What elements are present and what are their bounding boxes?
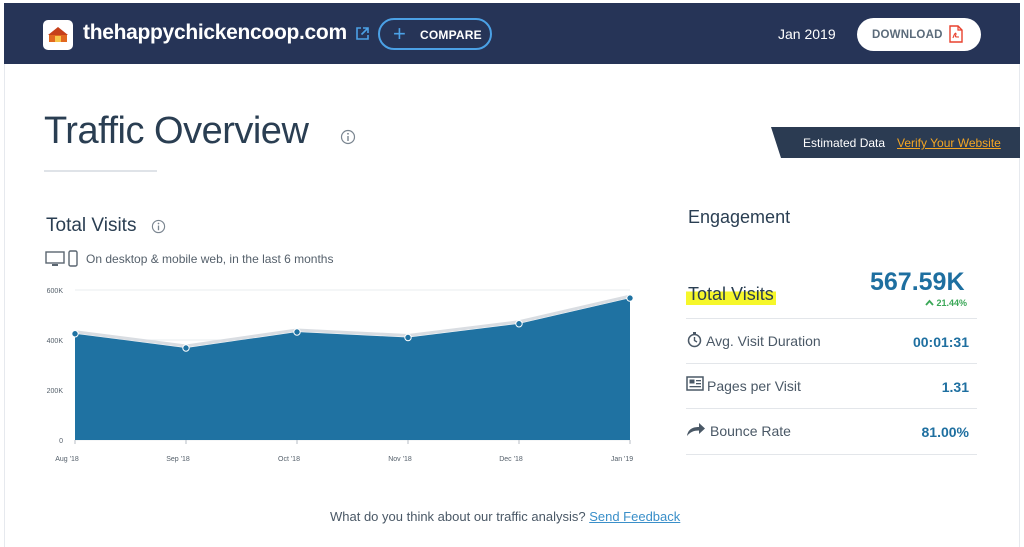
- estimated-data-label: Estimated Data: [803, 136, 886, 150]
- chart-subtitle: On desktop & mobile web, in the last 6 m…: [86, 252, 334, 266]
- info-icon[interactable]: [151, 219, 166, 239]
- top-header-bar: thehappychickencoop.com + COMPARE Jan 20…: [4, 3, 1020, 64]
- avg-visit-duration-label: Avg. Visit Duration: [706, 333, 821, 349]
- total-visits-change: 21.44%: [925, 298, 967, 308]
- pages-icon: [686, 376, 704, 397]
- compare-button[interactable]: + COMPARE: [378, 18, 492, 50]
- compare-label: COMPARE: [420, 28, 482, 42]
- site-favicon-icon: [43, 20, 73, 50]
- avg-visit-duration-value: 00:01:31: [912, 334, 969, 350]
- y-tick-label: 600K: [47, 288, 64, 295]
- feedback-prompt: What do you think about our traffic anal…: [330, 509, 680, 524]
- download-label: DOWNLOAD: [872, 29, 943, 41]
- series-line: [74, 294, 631, 348]
- data-point: [182, 344, 190, 352]
- change-percent: 21.44%: [936, 298, 968, 308]
- x-tick-label: Nov '18: [388, 456, 412, 463]
- date-selector[interactable]: Jan 2019: [778, 26, 836, 42]
- bounce-rate-value: 81.00%: [921, 424, 969, 440]
- send-feedback-link[interactable]: Send Feedback: [589, 509, 681, 524]
- feedback-question: What do you think about our traffic anal…: [330, 509, 586, 524]
- y-tick-label: 400K: [47, 338, 64, 345]
- y-tick-label: 200K: [47, 388, 64, 395]
- x-tick-label: Aug '18: [55, 456, 79, 463]
- bounce-rate-label: Bounce Rate: [710, 423, 791, 439]
- divider: [686, 318, 977, 319]
- desktop-mobile-icon: [45, 250, 81, 273]
- site-name: thehappychickencoop.com: [83, 21, 347, 44]
- panel-border-left: [4, 64, 5, 547]
- data-point: [404, 333, 412, 342]
- pdf-icon: [949, 25, 963, 48]
- plus-icon: +: [393, 21, 406, 46]
- data-point: [293, 328, 301, 336]
- total-visits-value: 567.59K: [870, 268, 965, 296]
- download-button[interactable]: DOWNLOAD: [857, 18, 981, 51]
- y-tick-label: 0: [59, 438, 63, 445]
- total-visits-chart: 0 200K 400K 600K Aug '18 Sep '18 Oct '18 Nov '1…: [47, 288, 634, 463]
- panel-border-right: [1019, 64, 1020, 547]
- pages-per-visit-label: Pages per Visit: [707, 378, 801, 394]
- data-point: [626, 294, 634, 302]
- total-visits-heading: Total Visits: [46, 215, 137, 236]
- verify-website-link[interactable]: Verify Your Website: [897, 136, 1001, 150]
- divider: [686, 363, 977, 364]
- estimated-data-badge: Estimated Data Verify Your Website: [771, 127, 1020, 158]
- page-title: Traffic Overview: [44, 110, 309, 152]
- total-visits-label: Total Visits: [686, 284, 776, 305]
- x-tick-label: Oct '18: [278, 456, 300, 463]
- area-fill: [75, 298, 630, 440]
- data-point: [71, 330, 79, 338]
- engagement-heading: Engagement: [688, 207, 791, 227]
- x-tick-label: Jan '19: [611, 456, 633, 463]
- divider: [686, 408, 977, 409]
- arrow-up-icon: [925, 298, 937, 308]
- stopwatch-icon: [686, 331, 703, 353]
- title-underline: [44, 170, 157, 172]
- external-link-icon[interactable]: [355, 26, 370, 46]
- bounce-arrow-icon: [686, 421, 706, 442]
- pages-per-visit-value: 1.31: [941, 379, 969, 395]
- info-icon[interactable]: [340, 129, 356, 150]
- divider: [686, 454, 977, 455]
- x-tick-label: Sep '18: [166, 456, 190, 463]
- data-point: [515, 320, 523, 328]
- x-tick-label: Dec '18: [499, 456, 523, 463]
